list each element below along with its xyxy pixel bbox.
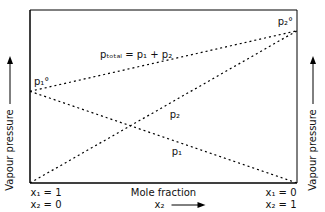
svg-text:p₂: p₂ xyxy=(170,109,180,120)
svg-text:p₂°: p₂° xyxy=(278,16,293,27)
svg-text:Vapour pressure: Vapour pressure xyxy=(307,109,317,190)
svg-text:pₜₒₜₐₗ = p₁ + p₂: pₜₒₜₐₗ = p₁ + p₂ xyxy=(100,49,172,60)
svg-text:p₁: p₁ xyxy=(172,146,182,157)
svg-text:x₂ = 0: x₂ = 0 xyxy=(30,199,61,210)
svg-text:x₁ = 0: x₁ = 0 xyxy=(265,187,296,198)
svg-text:x₂: x₂ xyxy=(155,199,165,210)
svg-text:p₁°: p₁° xyxy=(34,76,49,87)
svg-text:x₂ = 1: x₂ = 1 xyxy=(265,199,296,210)
svg-text:x₁ = 1: x₁ = 1 xyxy=(30,187,61,198)
svg-text:Vapour pressure: Vapour pressure xyxy=(8,109,15,190)
svg-text:Mole fraction: Mole fraction xyxy=(131,187,196,198)
